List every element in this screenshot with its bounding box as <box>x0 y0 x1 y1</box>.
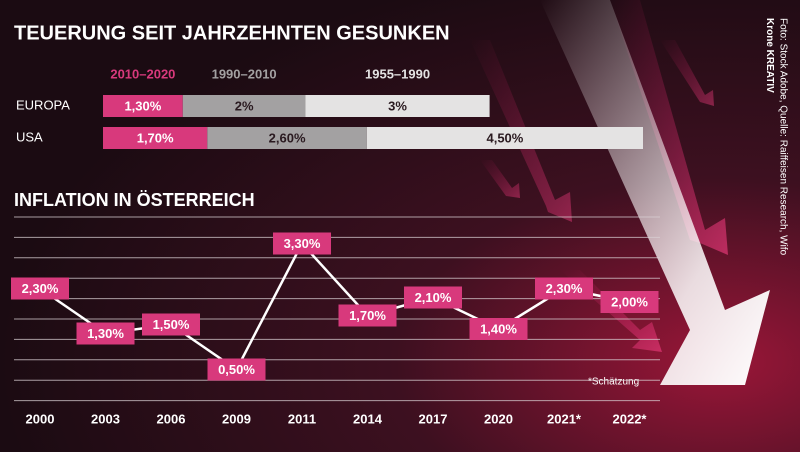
x-tick-label: 2011 <box>288 411 316 426</box>
label-box <box>273 232 331 255</box>
bar-segment <box>103 95 183 117</box>
x-tick-label: 2003 <box>91 411 120 426</box>
x-tick-label: 2006 <box>157 411 186 426</box>
value-label: 2% <box>235 98 254 113</box>
value-label: 2,00% <box>611 294 648 309</box>
x-tick-label: 2022* <box>613 411 648 426</box>
x-tick-label: 2017 <box>419 411 448 426</box>
x-tick-label: 2021* <box>547 411 582 426</box>
bar-segment <box>182 95 306 117</box>
label-box <box>469 318 528 340</box>
bar-segment <box>207 127 367 149</box>
x-tick-label: 2020 <box>484 411 513 426</box>
chart-title: TEUERUNG SEIT JAHRZEHNTEN GESUNKEN <box>14 22 450 44</box>
value-label: 4,50% <box>486 130 523 145</box>
credit-text: Krone KREATIV <box>764 18 775 93</box>
value-label: 1,50% <box>153 317 190 332</box>
x-tick-label: 2014 <box>353 411 383 426</box>
value-label: 2,30% <box>22 281 59 296</box>
value-label: 0,50% <box>218 362 255 377</box>
bar-segment <box>366 127 643 149</box>
label-box <box>76 322 135 345</box>
value-label: 1,40% <box>480 321 517 336</box>
value-label: 1,70% <box>137 130 174 145</box>
x-tick-label: 2009 <box>222 411 251 426</box>
value-label: 2,60% <box>269 130 306 145</box>
value-label: 1,70% <box>349 308 386 323</box>
x-tick-label: 2000 <box>26 411 55 426</box>
label-box <box>535 277 593 300</box>
label-box <box>404 286 462 309</box>
source: Foto: Stock Adobe, Quelle: Raiffeisen Re… <box>777 18 788 256</box>
chart-title: INFLATION IN ÖSTERREICH <box>14 190 255 210</box>
legend-label: 1955–1990 <box>365 66 430 81</box>
value-label: 3,30% <box>284 236 321 251</box>
value-label: 2,10% <box>415 290 452 305</box>
value-label: 1,30% <box>87 326 124 341</box>
bar-segment <box>305 95 490 117</box>
label-box <box>600 291 659 313</box>
value-label: 3% <box>388 98 407 113</box>
credit: Krone KREATIV <box>764 18 775 93</box>
line <box>39 241 630 372</box>
bar-segment <box>103 127 208 149</box>
legend-label: 1990–2010 <box>212 66 277 81</box>
legend-label: 2010–2020 <box>110 66 175 81</box>
category-label: EUROPA <box>16 97 70 112</box>
category-label: USA <box>16 129 43 144</box>
label-box <box>11 277 69 300</box>
value-label: 1,30% <box>124 98 161 113</box>
annotation: *Schätzung <box>588 377 639 388</box>
value-label: 2,30% <box>546 281 583 296</box>
label-box <box>207 358 266 381</box>
label-box <box>338 304 397 327</box>
label-box <box>142 313 200 336</box>
